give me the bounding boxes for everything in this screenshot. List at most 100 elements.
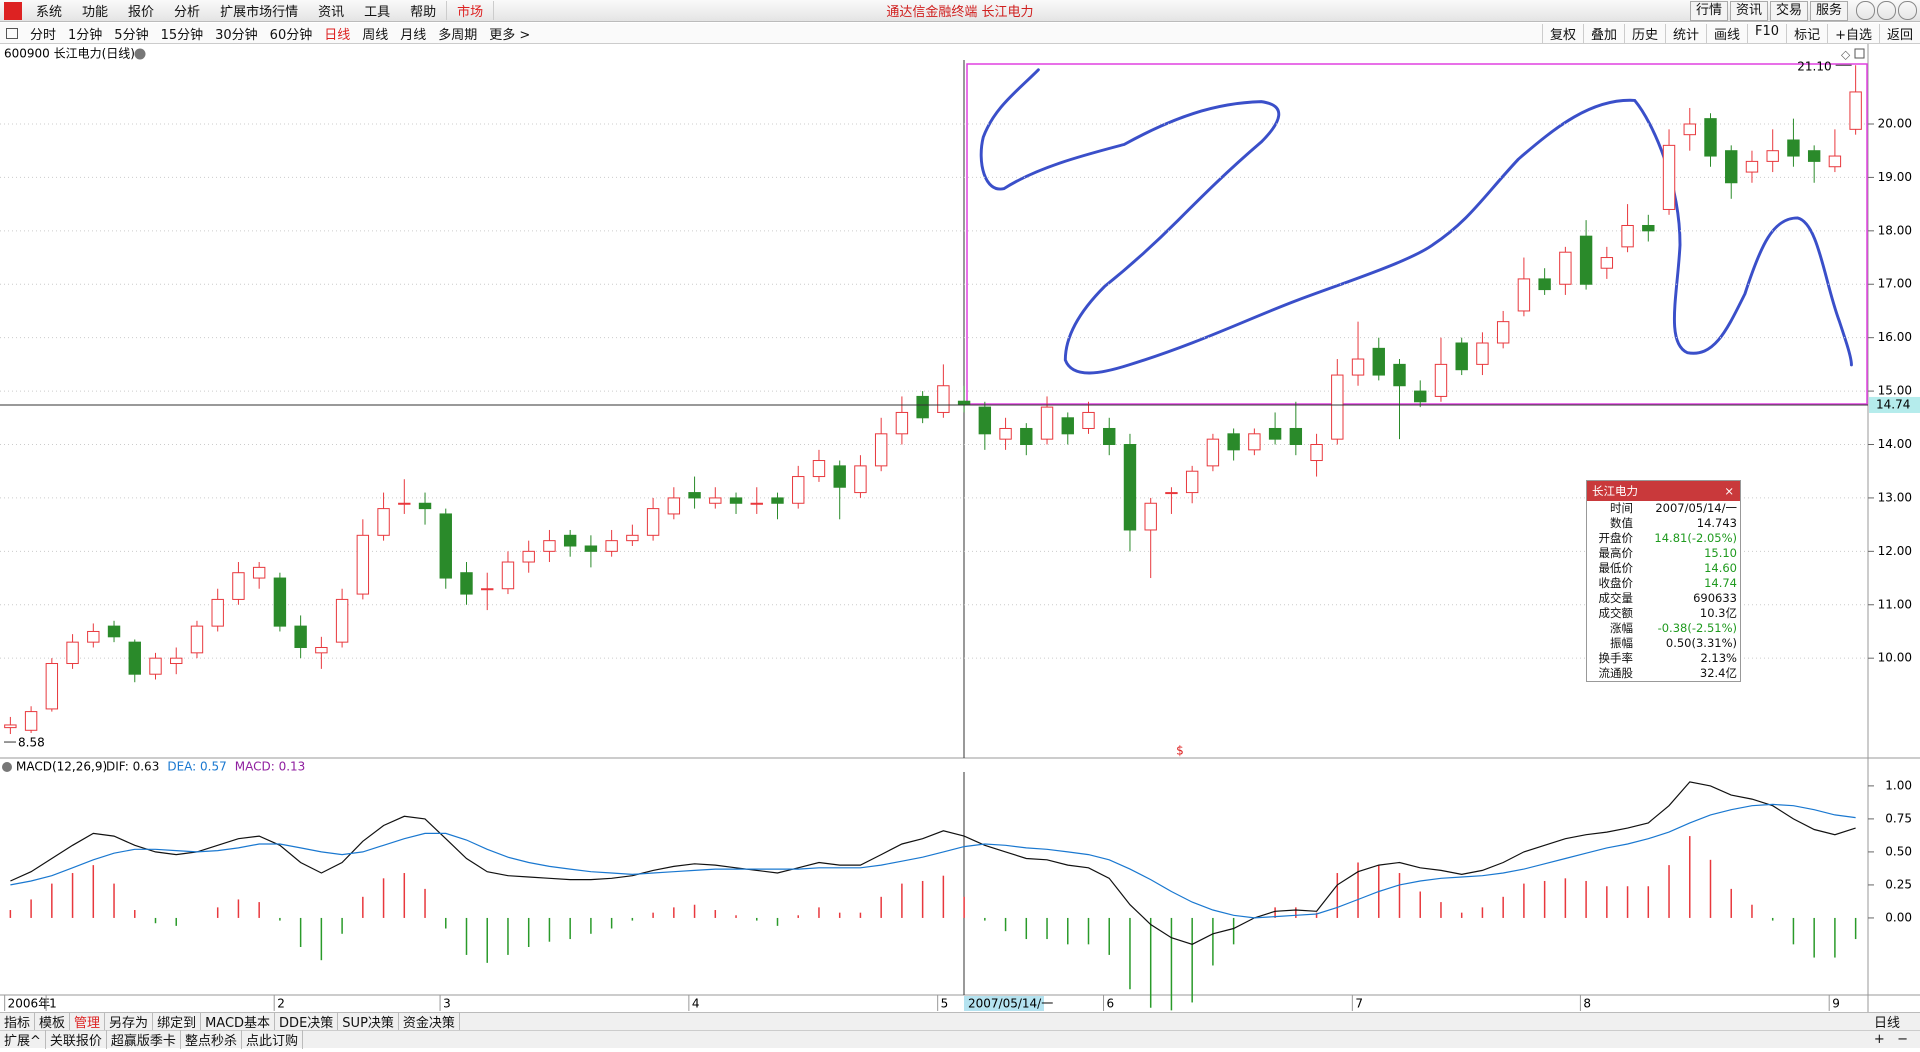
tool-button[interactable]: 返回 (1878, 23, 1920, 43)
tool-buttons: 复权 叠加 历史 统计 画线 F10 标记 +自选 返回 (1541, 23, 1920, 43)
tool-button[interactable]: +自选 (1827, 23, 1879, 43)
x-tick-label: 7 (1355, 997, 1363, 1011)
period-button[interactable]: 分时 (30, 27, 57, 43)
period-button[interactable]: 周线 (362, 27, 389, 43)
tab[interactable]: 管理 (70, 1012, 106, 1031)
tool-icon[interactable] (1854, 48, 1865, 59)
candle-body (1206, 438, 1220, 467)
candle-body (1579, 235, 1593, 285)
candle-body (978, 406, 992, 435)
data-row: 数值 14.743 (1587, 516, 1740, 531)
selection-box (966, 63, 1868, 405)
y-tick-label: 0.75 (1885, 811, 1912, 825)
tool-button[interactable]: 画线 (1706, 23, 1747, 43)
crosshair-price: 14.74 (1876, 397, 1910, 411)
period-button[interactable]: 月线 (400, 27, 427, 43)
hand-drawing (979, 68, 1853, 375)
menu-item[interactable]: 报价 (128, 5, 155, 20)
tab[interactable]: 整点秒杀 (181, 1030, 242, 1049)
tab[interactable]: 扩展^ (0, 1030, 46, 1049)
zoom-buttons[interactable]: + − (1873, 1032, 1908, 1047)
tool-button[interactable]: F10 (1747, 23, 1786, 43)
period-button[interactable]: 日线 (324, 27, 351, 43)
menu-button[interactable]: 行情 (1689, 0, 1728, 21)
period-button[interactable]: 15分钟 (160, 27, 204, 43)
menu-item[interactable]: 市场 (446, 1, 495, 20)
tab[interactable]: 另存为 (105, 1012, 154, 1031)
data-value: 690633 (1693, 591, 1737, 605)
y-tick-label: 20.00 (1878, 116, 1912, 130)
data-window-rows: 时间 2007/05/14/一 数值 14.743 开盘价 14.81(-2.05%) 最高… (1587, 501, 1740, 681)
tab[interactable]: MACD基本 (201, 1012, 276, 1031)
menu-item[interactable]: 工具 (364, 5, 391, 20)
data-row: 成交额 10.3亿 (1587, 606, 1740, 621)
data-value: 10.3亿 (1699, 606, 1737, 620)
tool-button[interactable]: 叠加 (1582, 23, 1624, 43)
candle-body (1704, 118, 1717, 157)
tab[interactable]: 超赢版季卡 (107, 1030, 181, 1049)
candle-body (398, 502, 411, 505)
tool-button[interactable]: 统计 (1665, 23, 1706, 43)
menu-item[interactable]: 帮助 (410, 5, 437, 20)
period-button[interactable]: 1分钟 (68, 27, 103, 43)
menu-item[interactable]: 分析 (174, 5, 201, 20)
tab[interactable]: 指标 (0, 1012, 36, 1031)
menu-item[interactable]: 功能 (82, 5, 109, 20)
menu-button[interactable]: 服务 (1809, 0, 1848, 21)
data-label: 时间 (1610, 501, 1633, 515)
candle-body (1310, 444, 1323, 462)
period-button[interactable]: 30分钟 (215, 27, 258, 43)
period-button[interactable]: 更多 > (489, 27, 531, 43)
menu-button[interactable]: 资讯 (1729, 0, 1768, 21)
tab[interactable]: 关联报价 (46, 1030, 107, 1049)
candle-body (584, 545, 598, 552)
candle-body (1496, 321, 1510, 344)
chart-title: 600900 长江电力(日线) (4, 47, 135, 61)
candle-body (1372, 347, 1385, 376)
candle-body (1082, 411, 1095, 429)
candle-body (1268, 427, 1282, 440)
x-tick-label: 1 (49, 997, 57, 1011)
menu-button[interactable]: 交易 (1769, 0, 1808, 21)
tab[interactable]: 资金决策 (399, 1012, 460, 1031)
maximize[interactable] (1877, 1, 1896, 20)
tool-button[interactable]: 标记 (1786, 23, 1827, 43)
tab[interactable]: 点此订购 (242, 1030, 303, 1049)
close[interactable] (1898, 1, 1917, 20)
tab[interactable]: SUP决策 (338, 1012, 399, 1031)
candle-body (315, 646, 328, 654)
period-button[interactable]: 多周期 (438, 27, 478, 43)
y-tick-label: 13.00 (1878, 490, 1912, 504)
tool-button[interactable]: 复权 (1541, 23, 1583, 43)
toolbar: 分时 1分钟 5分钟 15分钟 30分钟 60分钟 日线 周线 月线 多周期 更多 > 复权 叠加 历史… (0, 23, 1920, 44)
candle-body (252, 566, 266, 579)
menu-right: 行情 资讯 交易 服务 (1688, 0, 1848, 21)
candle-body (1517, 278, 1531, 312)
toolbar-icon[interactable] (6, 27, 18, 39)
menu-item[interactable]: 系统 (36, 5, 63, 20)
menu-item[interactable]: 资讯 (318, 5, 345, 20)
candle-body (335, 598, 349, 643)
data-label: 收盘价 (1598, 576, 1634, 590)
minimize[interactable] (1856, 1, 1875, 20)
data-row: 最高价 15.10 (1587, 546, 1740, 561)
tab[interactable]: 模板 (35, 1012, 71, 1031)
candle-body (1393, 363, 1406, 387)
tab[interactable]: 绑定到 (153, 1012, 202, 1031)
y-tick-label: 0.25 (1885, 877, 1912, 891)
indicator-value: DEA: 0.57 (167, 760, 226, 774)
period-button[interactable]: 60分钟 (269, 27, 313, 43)
period-button[interactable]: 5分钟 (114, 27, 149, 43)
y-tick-label: 12.00 (1878, 544, 1912, 558)
title-menu-icon[interactable] (134, 48, 146, 60)
tab[interactable]: DDE决策 (275, 1012, 339, 1031)
close-button[interactable]: × (1724, 484, 1734, 498)
tool-button[interactable]: 历史 (1623, 23, 1665, 43)
candle-body (1766, 150, 1779, 162)
data-row: 成交量 690633 (1587, 591, 1740, 606)
data-value: 32.4亿 (1699, 666, 1737, 680)
menu-item[interactable]: 扩展市场行情 (220, 5, 299, 20)
tool-icon[interactable]: ◇ (1841, 48, 1851, 62)
candle-body (1849, 91, 1862, 130)
indicator-menu-icon[interactable] (2, 762, 12, 772)
